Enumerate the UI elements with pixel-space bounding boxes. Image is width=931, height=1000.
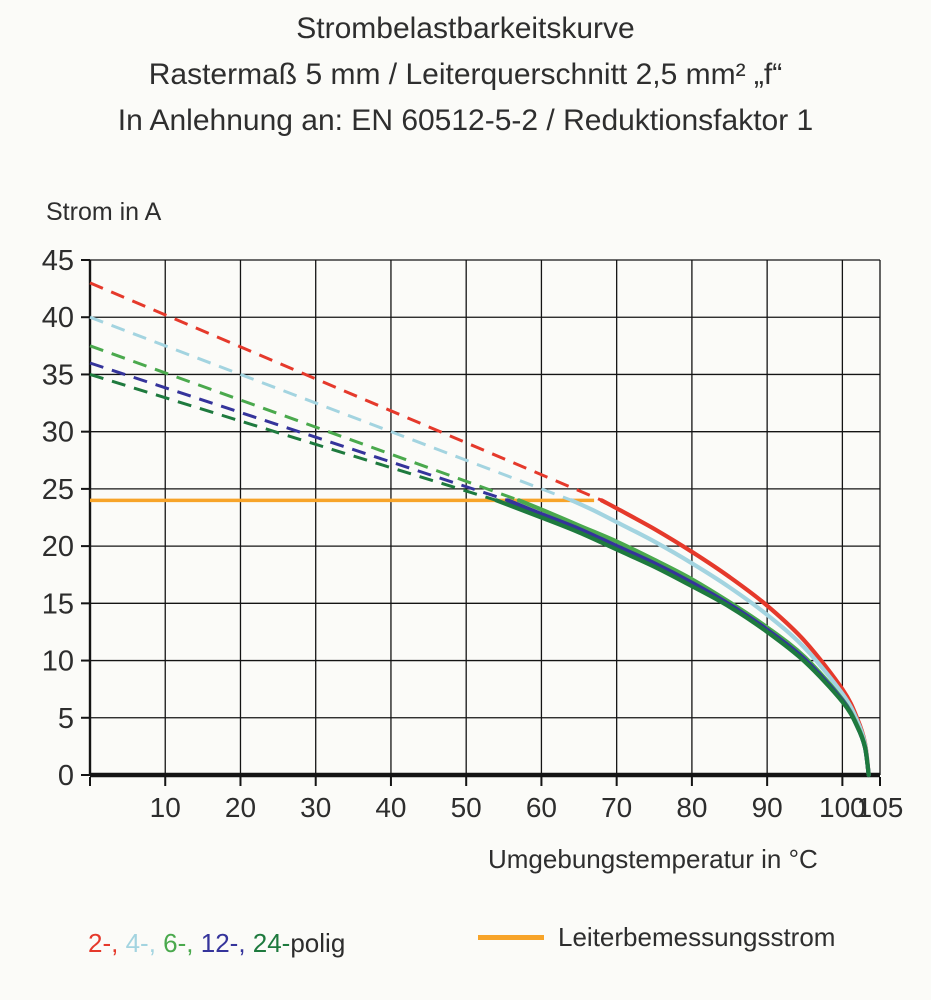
rated-current-line-swatch bbox=[478, 935, 544, 940]
legend-pole-token: 2-, bbox=[88, 928, 126, 958]
y-tick-label: 40 bbox=[42, 302, 74, 334]
series-dashed-6-polig bbox=[89, 344, 520, 502]
x-tick-label: 80 bbox=[676, 792, 707, 823]
y-tick-label: 20 bbox=[42, 531, 74, 563]
x-tick-label: 90 bbox=[752, 792, 783, 823]
y-tick-label: 15 bbox=[42, 588, 74, 620]
y-tick-label: 5 bbox=[58, 703, 74, 735]
x-tick-label: 105 bbox=[857, 792, 904, 823]
series-solid-24-polig bbox=[494, 498, 871, 778]
y-tick-label: 30 bbox=[42, 417, 74, 449]
series-dashed-2-polig bbox=[89, 281, 603, 502]
chart-subtitle-norm: In Anlehnung an: EN 60512-5-2 / Reduktio… bbox=[117, 104, 814, 137]
series-solid-6-polig bbox=[516, 498, 871, 778]
series-solid-2-polig bbox=[599, 498, 871, 778]
x-tick-label: 40 bbox=[375, 792, 406, 823]
legend-rated-current: Leiterbemessungsstrom bbox=[478, 922, 835, 953]
legend-poles: 2-, 4-, 6-, 12-, 24-polig bbox=[88, 928, 345, 959]
x-tick-label: 60 bbox=[526, 792, 557, 823]
y-tick-label: 25 bbox=[42, 474, 74, 506]
legend-pole-token: 24- bbox=[252, 928, 291, 958]
series-dashed-12-polig bbox=[89, 361, 509, 502]
legend-pole-token: 6-, bbox=[163, 928, 201, 958]
x-axis-label: Umgebungstemperatur in °C bbox=[488, 844, 818, 874]
chart-title-block: Strombelastbarkeitskurve Rastermaß 5 mm … bbox=[0, 6, 931, 144]
legend-pole-token: 4-, bbox=[125, 928, 164, 958]
y-tick-label: 10 bbox=[42, 646, 74, 678]
series-solid-12-polig bbox=[505, 498, 871, 778]
x-tick-label: 20 bbox=[225, 792, 256, 823]
series-dashed-24-polig bbox=[89, 372, 497, 502]
y-tick-label: 35 bbox=[42, 359, 74, 391]
x-tick-label: 70 bbox=[601, 792, 632, 823]
y-tick-label: 45 bbox=[42, 245, 74, 277]
x-tick-label: 10 bbox=[150, 792, 181, 823]
series-dashed-4-polig bbox=[89, 315, 573, 502]
rated-current-label: Leiterbemessungsstrom bbox=[558, 922, 836, 952]
x-tick-label: 50 bbox=[451, 792, 482, 823]
chart-title: Strombelastbarkeitskurve bbox=[296, 12, 635, 45]
legend-pole-token: 12-, bbox=[200, 928, 253, 958]
x-tick-label: 30 bbox=[300, 792, 331, 823]
y-tick-label: 0 bbox=[58, 760, 74, 792]
x-tick-label: 100 bbox=[819, 792, 866, 823]
chart-subtitle: Rastermaß 5 mm / Leiterquerschnitt 2,5 m… bbox=[148, 58, 783, 91]
y-axis-label: Strom in A bbox=[46, 198, 162, 226]
legend-pole-token: polig bbox=[290, 928, 346, 958]
